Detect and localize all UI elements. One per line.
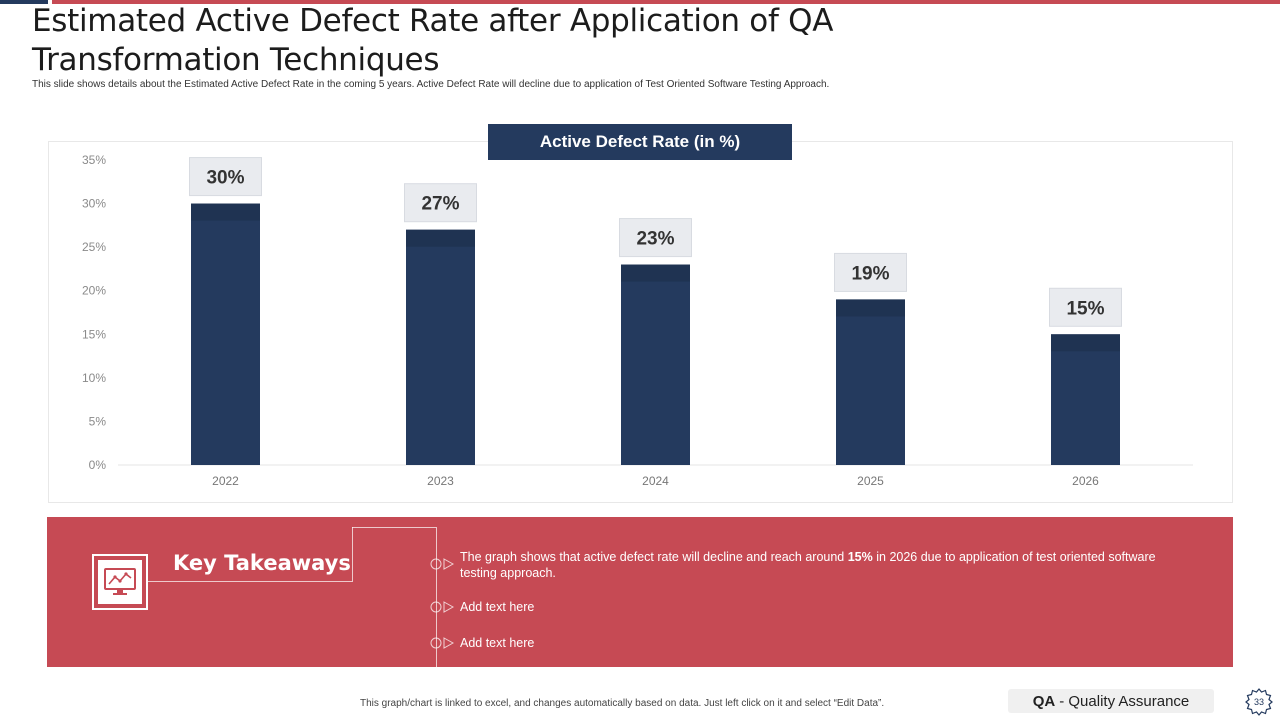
- bullet-arrow-icon: [430, 558, 454, 570]
- data-label-box: [1049, 287, 1122, 327]
- y-tick-label: 30%: [82, 197, 106, 211]
- data-label: 19%: [851, 263, 889, 284]
- takeaway-text: The graph shows that active defect rate …: [460, 550, 848, 564]
- bar[interactable]: [621, 264, 690, 465]
- bar-top-shade: [621, 264, 690, 282]
- x-tick-label: 2023: [427, 474, 454, 488]
- x-tick-label: 2022: [212, 474, 239, 488]
- y-tick-label: 15%: [82, 327, 106, 341]
- takeaways-icon-frame: [92, 554, 148, 610]
- data-label: 30%: [206, 168, 244, 189]
- top-accent-bar-dark: [0, 0, 48, 4]
- bar[interactable]: [836, 299, 905, 465]
- takeaways-title: Key Takeaways: [173, 551, 351, 575]
- x-tick-label: 2025: [857, 474, 884, 488]
- data-label-box: [619, 218, 692, 258]
- takeaway-text: in 2026 due to application of test orien…: [460, 550, 1156, 580]
- y-tick-label: 35%: [82, 153, 106, 167]
- bar-top-shade: [1051, 334, 1120, 352]
- data-label-box: [404, 183, 477, 223]
- page-number: 33: [1253, 697, 1264, 707]
- chart-title: Active Defect Rate (in %): [488, 124, 792, 160]
- bullet-arrow-icon: [430, 601, 454, 613]
- data-label: 27%: [421, 194, 459, 215]
- takeaway-bullet-2: Add text here: [460, 600, 535, 614]
- x-tick-label: 2026: [1072, 474, 1099, 488]
- takeaways-connector-line: [148, 581, 352, 582]
- y-tick-label: 10%: [82, 371, 106, 385]
- bar-top-shade: [191, 203, 260, 221]
- bullet-arrow-icon: [430, 637, 454, 649]
- takeaways-timeline-line: [436, 527, 437, 667]
- bar[interactable]: [406, 229, 475, 465]
- footer-note: This graph/chart is linked to excel, and…: [360, 698, 885, 709]
- data-label-box: [834, 252, 907, 292]
- data-label: 23%: [636, 229, 674, 250]
- takeaways-connector-line: [352, 527, 353, 582]
- takeaway-highlight: 15%: [847, 550, 873, 564]
- x-tick-label: 2024: [642, 474, 669, 488]
- takeaway-bullet-3: Add text here: [460, 636, 535, 650]
- bar[interactable]: [1051, 334, 1120, 465]
- data-label: 15%: [1066, 298, 1104, 319]
- brand-abbr: QA: [1032, 692, 1056, 710]
- bar-top-shade: [836, 299, 905, 317]
- page-title: Estimated Active Defect Rate after Appli…: [32, 3, 834, 78]
- key-takeaways-panel: [47, 517, 1233, 667]
- brand-label: QA - Quality Assurance: [1008, 689, 1214, 713]
- bar[interactable]: [191, 203, 260, 466]
- y-tick-label: 20%: [82, 284, 106, 298]
- takeaways-connector-line: [352, 527, 436, 528]
- bar-top-shade: [406, 229, 475, 247]
- y-tick-label: 5%: [89, 414, 107, 428]
- top-accent-bar-red: [52, 0, 1280, 4]
- takeaway-bullet-1: The graph shows that active defect rate …: [460, 549, 1160, 581]
- page-subtitle: This slide shows details about the Estim…: [32, 79, 830, 90]
- data-label-box: [189, 157, 262, 197]
- gear-icon: [1245, 688, 1273, 716]
- y-tick-label: 25%: [82, 240, 106, 254]
- brand-name: - Quality Assurance: [1059, 692, 1190, 710]
- monitor-chart-icon: [104, 568, 136, 595]
- y-tick-label: 0%: [89, 458, 107, 472]
